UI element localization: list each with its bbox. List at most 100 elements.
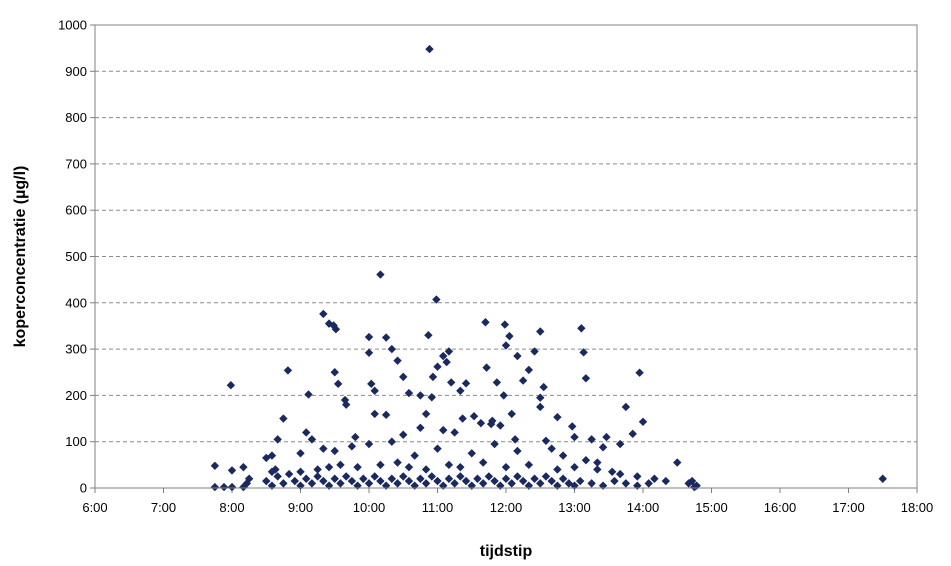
data-point bbox=[271, 465, 280, 474]
data-point bbox=[473, 474, 482, 483]
data-point bbox=[376, 460, 385, 470]
data-point bbox=[570, 462, 579, 472]
data-point bbox=[313, 465, 322, 474]
data-point bbox=[364, 332, 374, 342]
data-point bbox=[296, 481, 305, 490]
data-point bbox=[486, 419, 496, 429]
data-point bbox=[267, 481, 277, 490]
data-point bbox=[302, 474, 311, 483]
data-point bbox=[541, 472, 551, 481]
data-point bbox=[628, 429, 637, 439]
data-point bbox=[536, 327, 545, 336]
data-point bbox=[524, 481, 534, 490]
data-point bbox=[558, 451, 568, 460]
data-point bbox=[387, 344, 397, 354]
x-tick-label: 6:00 bbox=[82, 500, 107, 515]
data-point bbox=[476, 418, 486, 428]
data-point bbox=[478, 458, 488, 467]
data-point bbox=[319, 476, 328, 486]
data-point bbox=[290, 476, 299, 486]
data-point bbox=[364, 348, 374, 358]
data-point bbox=[447, 378, 456, 387]
y-tick-label: 400 bbox=[65, 295, 87, 310]
data-point bbox=[638, 417, 648, 426]
data-point bbox=[650, 474, 659, 483]
data-point bbox=[621, 479, 631, 488]
data-point bbox=[404, 462, 414, 472]
data-point bbox=[461, 379, 471, 388]
data-point bbox=[424, 331, 433, 340]
data-point bbox=[359, 474, 368, 483]
data-point bbox=[507, 479, 516, 488]
data-point bbox=[536, 393, 545, 402]
x-tick-label: 17:00 bbox=[832, 500, 865, 515]
data-point bbox=[661, 476, 671, 486]
data-point bbox=[610, 476, 619, 486]
data-point bbox=[539, 382, 548, 392]
data-point bbox=[505, 331, 514, 341]
x-tick-label: 12:00 bbox=[490, 500, 523, 515]
data-point bbox=[513, 446, 522, 456]
data-point bbox=[421, 465, 431, 474]
data-point bbox=[467, 449, 476, 458]
data-point bbox=[367, 379, 376, 389]
data-point bbox=[336, 479, 345, 488]
data-point bbox=[227, 482, 237, 492]
x-tick-label: 10:00 bbox=[353, 500, 386, 515]
data-point bbox=[467, 481, 476, 490]
data-point bbox=[433, 362, 442, 371]
data-point bbox=[283, 366, 293, 375]
data-point bbox=[381, 410, 391, 420]
data-point bbox=[439, 351, 448, 361]
data-point bbox=[381, 333, 391, 342]
data-point bbox=[219, 482, 229, 492]
data-point bbox=[307, 435, 317, 444]
data-point bbox=[353, 481, 362, 490]
data-point bbox=[530, 474, 539, 483]
data-point bbox=[307, 479, 317, 488]
data-point bbox=[499, 391, 508, 400]
data-point bbox=[279, 479, 288, 488]
data-point bbox=[324, 462, 334, 472]
x-tick-label: 8:00 bbox=[219, 500, 244, 515]
y-tick-label: 0 bbox=[80, 481, 87, 496]
data-point bbox=[353, 462, 362, 472]
data-point bbox=[304, 390, 313, 399]
data-point bbox=[444, 460, 454, 470]
y-tick-label: 700 bbox=[65, 156, 87, 171]
data-point bbox=[450, 479, 459, 488]
data-point bbox=[553, 412, 562, 422]
data-point bbox=[273, 472, 282, 481]
data-point bbox=[684, 479, 693, 488]
data-point bbox=[456, 472, 465, 481]
data-point bbox=[427, 393, 436, 402]
data-point bbox=[399, 472, 408, 481]
data-point bbox=[607, 467, 617, 476]
data-point bbox=[351, 432, 360, 442]
y-tick-label: 300 bbox=[65, 342, 87, 357]
x-tick-label: 14:00 bbox=[627, 500, 660, 515]
y-tick-label: 900 bbox=[65, 64, 87, 79]
data-point bbox=[239, 462, 248, 472]
data-point bbox=[581, 374, 591, 383]
data-point bbox=[576, 476, 585, 486]
data-point bbox=[615, 469, 625, 479]
data-point bbox=[333, 379, 343, 389]
data-point bbox=[461, 476, 471, 486]
data-point bbox=[370, 386, 379, 395]
data-point bbox=[273, 435, 282, 444]
data-point bbox=[513, 351, 522, 361]
data-point bbox=[296, 467, 305, 476]
data-point bbox=[458, 414, 467, 423]
data-point bbox=[387, 474, 397, 483]
x-tick-label: 16:00 bbox=[764, 500, 797, 515]
data-point bbox=[633, 481, 642, 490]
data-point bbox=[878, 474, 887, 483]
data-point bbox=[518, 476, 528, 486]
data-points bbox=[210, 44, 887, 492]
y-tick-label: 100 bbox=[65, 434, 87, 449]
data-point bbox=[442, 357, 451, 367]
data-point bbox=[577, 324, 586, 333]
data-point bbox=[500, 320, 510, 329]
